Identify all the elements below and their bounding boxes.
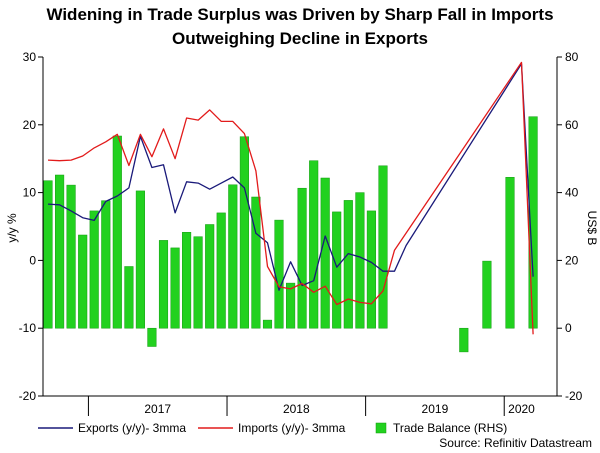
trade-balance-bar [147, 327, 157, 347]
right-y-tick-label: 0 [565, 321, 572, 335]
legend-trade-balance-label: Trade Balance (RHS) [393, 421, 507, 435]
right-y-tick-label: 80 [565, 50, 579, 64]
left-y-tick-label: -20 [19, 389, 37, 403]
trade-balance-bar [205, 224, 215, 329]
trade-balance-bar [355, 192, 365, 329]
right-y-tick-label: -20 [565, 389, 583, 403]
trade-balance-bar [216, 212, 226, 329]
trade-balance-bar [309, 160, 319, 329]
trade-balance-bar [262, 319, 273, 329]
trade-balance-bar [228, 184, 238, 329]
trade-balance-bar [286, 282, 296, 329]
chart-title-line-2: Outweighing Decline in Exports [172, 29, 428, 48]
axes: -20 -10 0 10 20 30 -20 0 20 40 60 80 y/y % US$ B 2017 2… [5, 50, 599, 416]
trade-balance-bar [66, 184, 76, 329]
trade-balance-bar [112, 135, 122, 329]
legend-imports-label: Imports (y/y)- 3mma [238, 421, 346, 435]
trade-balance-bar [378, 165, 388, 329]
x-year-label: 2017 [144, 402, 171, 416]
trade-balance-bar [366, 210, 376, 329]
trade-balance-bar [158, 240, 169, 329]
x-year-label: 2018 [283, 402, 310, 416]
trade-balance-bar [343, 200, 353, 329]
series-lines [47, 61, 534, 335]
right-y-axis-title: US$ B [585, 211, 599, 246]
left-y-tick-label: -10 [19, 321, 37, 335]
legend-exports-label: Exports (y/y)- 3mma [78, 421, 186, 435]
exports-line [47, 63, 534, 291]
trade-balance-bar [170, 247, 180, 329]
x-year-label: 2020 [508, 402, 535, 416]
chart-title-line-1: Widening in Trade Surplus was Driven by … [46, 5, 554, 24]
trade-balance-bar [274, 219, 284, 329]
trade-balance-bar [78, 234, 88, 329]
left-y-axis-title: y/y % [5, 213, 19, 243]
left-y-tick-label: 0 [29, 253, 36, 267]
chart-title: Widening in Trade Surplus was Driven by … [0, 3, 600, 51]
trade-balance-bar [89, 210, 99, 329]
left-y-tick-label: 30 [23, 50, 37, 64]
left-y-tick-label: 10 [23, 186, 37, 200]
trade-balance-bar [297, 187, 307, 329]
trade-balance-bar [124, 266, 134, 329]
right-y-tick-label: 60 [565, 118, 579, 132]
trade-balance-bar [182, 232, 192, 329]
trade-balance-bar [332, 211, 342, 329]
trade-balance-bar [193, 236, 203, 329]
trade-balance-bar [239, 136, 249, 329]
trade-balance-bar [482, 260, 492, 329]
trade-balance-bars [43, 116, 538, 353]
legend: Exports (y/y)- 3mma Imports (y/y)- 3mma Tr… [38, 421, 507, 435]
trade-balance-bar [135, 190, 145, 329]
trade-balance-bar [251, 196, 261, 329]
trade-balance-bar [320, 177, 330, 329]
right-y-tick-label: 20 [565, 253, 579, 267]
trade-balance-bar [101, 200, 111, 329]
trade-balance-bar [55, 174, 65, 329]
trade-balance-bar [505, 177, 515, 329]
x-year-label: 2019 [422, 402, 449, 416]
source-note: Source: Refinitiv Datastream [439, 436, 592, 450]
imports-line [47, 61, 534, 335]
trade-balance-bar [459, 327, 469, 353]
left-y-tick-label: 20 [23, 118, 37, 132]
trade-balance-bar [43, 180, 53, 329]
legend-trade-balance-swatch [375, 422, 387, 434]
right-y-tick-label: 40 [565, 186, 579, 200]
